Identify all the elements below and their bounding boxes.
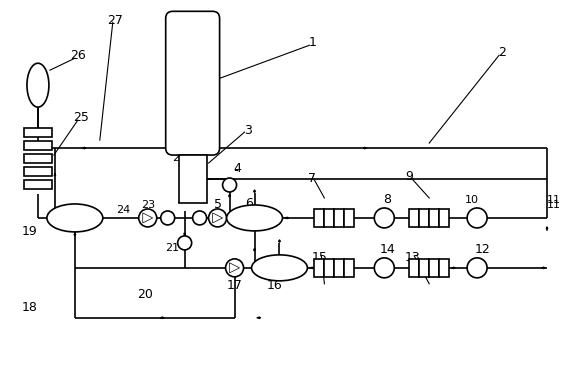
Text: 6: 6 — [245, 198, 253, 210]
Ellipse shape — [226, 205, 283, 231]
Text: 7: 7 — [309, 171, 316, 184]
Text: 19: 19 — [22, 226, 38, 238]
Text: 10: 10 — [465, 195, 479, 205]
Text: 8: 8 — [383, 194, 391, 206]
Circle shape — [209, 209, 226, 227]
Ellipse shape — [252, 255, 307, 281]
Text: 23: 23 — [141, 200, 155, 210]
FancyBboxPatch shape — [166, 11, 220, 155]
Text: 21: 21 — [166, 243, 180, 253]
Bar — [429, 209, 439, 227]
Bar — [334, 259, 345, 277]
Text: 25: 25 — [73, 111, 89, 124]
Text: 4: 4 — [234, 162, 242, 174]
Circle shape — [374, 258, 394, 278]
Text: 11: 11 — [547, 195, 561, 205]
Circle shape — [467, 208, 487, 228]
Circle shape — [178, 236, 191, 250]
Text: 24: 24 — [115, 205, 130, 215]
Text: 15: 15 — [311, 251, 327, 264]
Circle shape — [193, 211, 207, 225]
Text: 20: 20 — [137, 288, 153, 301]
Text: 11: 11 — [547, 200, 561, 210]
Text: 14: 14 — [379, 243, 395, 256]
Circle shape — [226, 259, 244, 277]
Bar — [419, 209, 429, 227]
Bar — [24, 128, 52, 137]
Text: 2: 2 — [498, 46, 506, 59]
Bar — [314, 259, 324, 277]
Circle shape — [467, 258, 487, 278]
Bar — [345, 259, 354, 277]
Text: 16: 16 — [267, 279, 283, 292]
Text: 26: 26 — [70, 49, 86, 62]
Polygon shape — [143, 213, 153, 223]
Bar — [345, 209, 354, 227]
Bar — [419, 259, 429, 277]
Text: 22: 22 — [172, 153, 187, 163]
Bar — [24, 167, 52, 176]
Circle shape — [138, 209, 157, 227]
Bar — [24, 180, 52, 189]
Ellipse shape — [47, 204, 103, 232]
Bar — [324, 209, 334, 227]
Text: 27: 27 — [107, 14, 123, 27]
Circle shape — [222, 178, 236, 192]
Circle shape — [160, 211, 175, 225]
Bar — [24, 141, 52, 150]
Polygon shape — [230, 263, 239, 273]
Text: 18: 18 — [22, 301, 38, 314]
Bar — [439, 259, 449, 277]
Bar — [24, 154, 52, 163]
Bar — [409, 209, 419, 227]
Bar — [429, 259, 439, 277]
Bar — [178, 155, 207, 203]
Text: 9: 9 — [405, 170, 413, 183]
Text: 17: 17 — [227, 279, 243, 292]
Text: 3: 3 — [244, 124, 252, 137]
Text: 1: 1 — [309, 36, 316, 49]
Text: 12: 12 — [474, 243, 490, 256]
Text: 5: 5 — [213, 198, 222, 212]
Bar — [324, 259, 334, 277]
Circle shape — [374, 208, 394, 228]
Polygon shape — [213, 213, 222, 223]
Bar — [439, 209, 449, 227]
Bar — [409, 259, 419, 277]
Text: 13: 13 — [404, 251, 420, 264]
Ellipse shape — [27, 63, 49, 107]
Bar — [334, 209, 345, 227]
Bar — [314, 209, 324, 227]
